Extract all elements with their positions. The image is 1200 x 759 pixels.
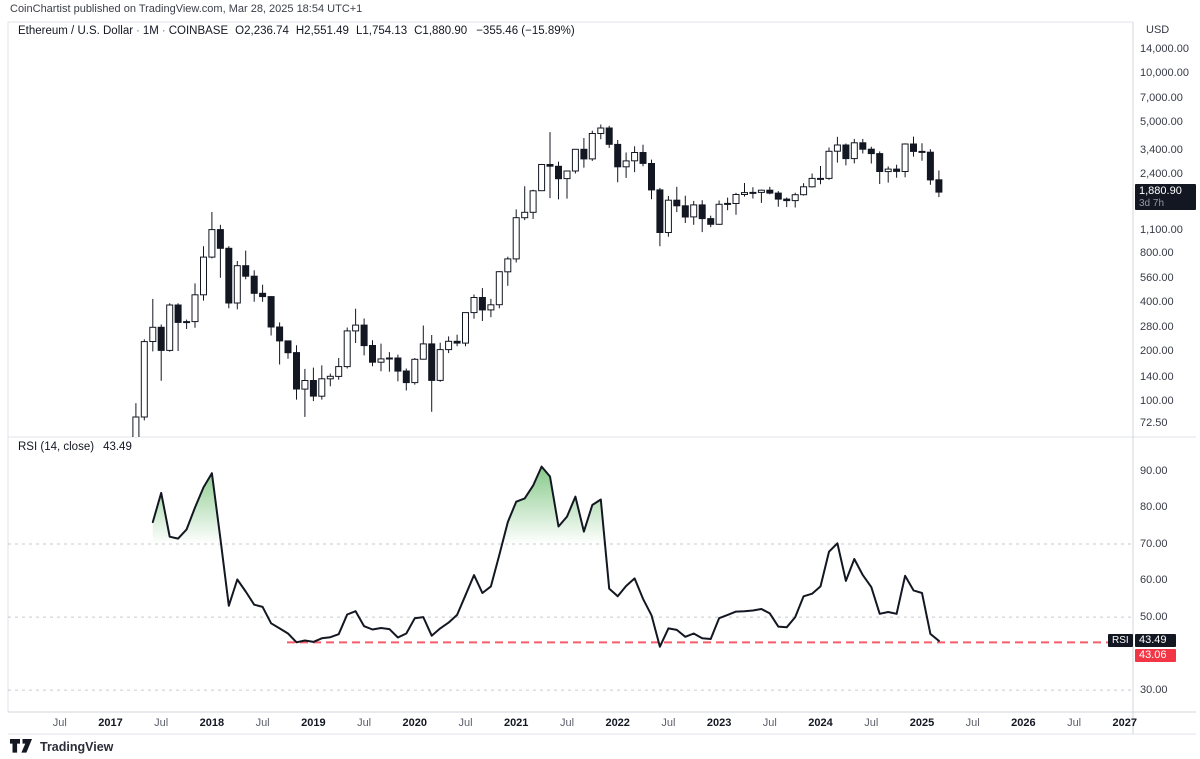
- time-axis-year-label: 2027: [1112, 717, 1138, 729]
- price-axis-label: 14,000.00: [1140, 42, 1189, 55]
- last-price-value: 1,880.90: [1139, 185, 1182, 197]
- time-axis-year-label: 2017: [98, 717, 123, 729]
- time-axis-month-label: Jul: [357, 717, 372, 729]
- time-axis-year-label: 2023: [706, 717, 732, 729]
- ohlc-high: H2,551.49: [295, 25, 349, 37]
- time-axis-year-label: 2026: [1011, 717, 1036, 729]
- rsi-axis-label: 90.00: [1140, 464, 1168, 477]
- rsi-value-badge: 43.49: [1135, 634, 1176, 647]
- rsi-axis-label: 30.00: [1140, 683, 1168, 696]
- time-axis-month-label: Jul: [1067, 717, 1082, 729]
- ohlc-open: O2,236.74: [235, 25, 289, 37]
- rsi-axis-label: 60.00: [1140, 574, 1168, 587]
- currency-label: USD: [1146, 24, 1170, 36]
- time-axis-month-label: Jul: [864, 717, 879, 729]
- time-axis-month-label: Jul: [559, 717, 575, 729]
- rsi-axis-label: 70.00: [1140, 537, 1168, 550]
- price-axis-label: 560.00: [1140, 271, 1174, 284]
- rsi-indicator-title[interactable]: RSI (14, close): [18, 441, 95, 453]
- price-axis-label: 10,000.00: [1140, 66, 1189, 79]
- exchange-label: COINBASE: [168, 25, 229, 37]
- price-axis-label: 3,400.00: [1140, 143, 1183, 156]
- time-axis-month-label: Jul: [52, 717, 67, 729]
- price-axis-label: 400.00: [1140, 295, 1174, 308]
- legend-separator: ·: [136, 25, 140, 37]
- tradingview-logo-icon[interactable]: [10, 739, 34, 754]
- price-axis-label: 100.00: [1140, 394, 1174, 407]
- symbol-title[interactable]: Ethereum / U.S. Dollar: [18, 25, 134, 37]
- attribution: CoinChartist published on TradingView.co…: [10, 3, 363, 15]
- time-axis-year-label: 2022: [605, 717, 630, 729]
- price-axis-label: 2,400.00: [1140, 168, 1183, 181]
- price-axis-label: 800.00: [1140, 246, 1174, 259]
- time-axis-month-label: Jul: [458, 717, 473, 729]
- change-value: −355.46 (−15.89%): [476, 25, 575, 37]
- main-legend: Ethereum / U.S. Dollar · 1M · COINBASE O2,236…: [18, 25, 575, 37]
- price-axis-label: 5,000.00: [1140, 116, 1183, 129]
- time-axis-month-label: Jul: [255, 717, 270, 729]
- rsi-legend: RSI (14, close) 43.49: [18, 441, 132, 453]
- ohlc-low: L1,754.13: [355, 25, 408, 37]
- time-axis-month-label: Jul: [661, 717, 676, 729]
- tradingview-brand-text[interactable]: TradingView: [40, 739, 114, 754]
- time-axis-year-label: 2024: [808, 717, 833, 729]
- footer: TradingView: [10, 739, 113, 754]
- price-axis-label: 280.00: [1140, 321, 1174, 334]
- bar-countdown: 3d 7h: [1139, 198, 1165, 209]
- time-axis-year-label: 2021: [503, 717, 529, 729]
- rsi-line-badge: RSI: [1108, 634, 1133, 647]
- price-axis-label: 72.50: [1140, 417, 1168, 430]
- price-axis-label: 1,100.00: [1140, 223, 1183, 236]
- rsi-axis-label: 80.00: [1140, 501, 1168, 513]
- rsi-alert-badge: 43.06: [1135, 649, 1176, 662]
- ohlc-close: C1,880.90: [414, 25, 468, 37]
- price-axis-label: 200.00: [1140, 345, 1174, 358]
- time-axis-year-label: 2018: [199, 717, 225, 729]
- rsi-current-value: 43.49: [103, 441, 132, 453]
- price-axis-label: 140.00: [1140, 370, 1174, 383]
- time-axis-year-label: 2019: [301, 717, 326, 729]
- time-axis-month-label: Jul: [154, 717, 169, 729]
- time-axis-month-label: Jul: [762, 717, 777, 729]
- legend-separator: ·: [161, 25, 166, 37]
- time-axis-month-label: Jul: [965, 717, 980, 729]
- price-axis-label: 7,000.00: [1140, 92, 1183, 105]
- time-axis-year-label: 2025: [909, 717, 935, 729]
- last-price-badge: 1,880.90 3d 7h: [1135, 184, 1196, 210]
- interval-label[interactable]: 1M: [142, 25, 159, 37]
- rsi-axis-label: 50.00: [1140, 610, 1168, 623]
- time-axis-year-label: 2020: [402, 717, 428, 729]
